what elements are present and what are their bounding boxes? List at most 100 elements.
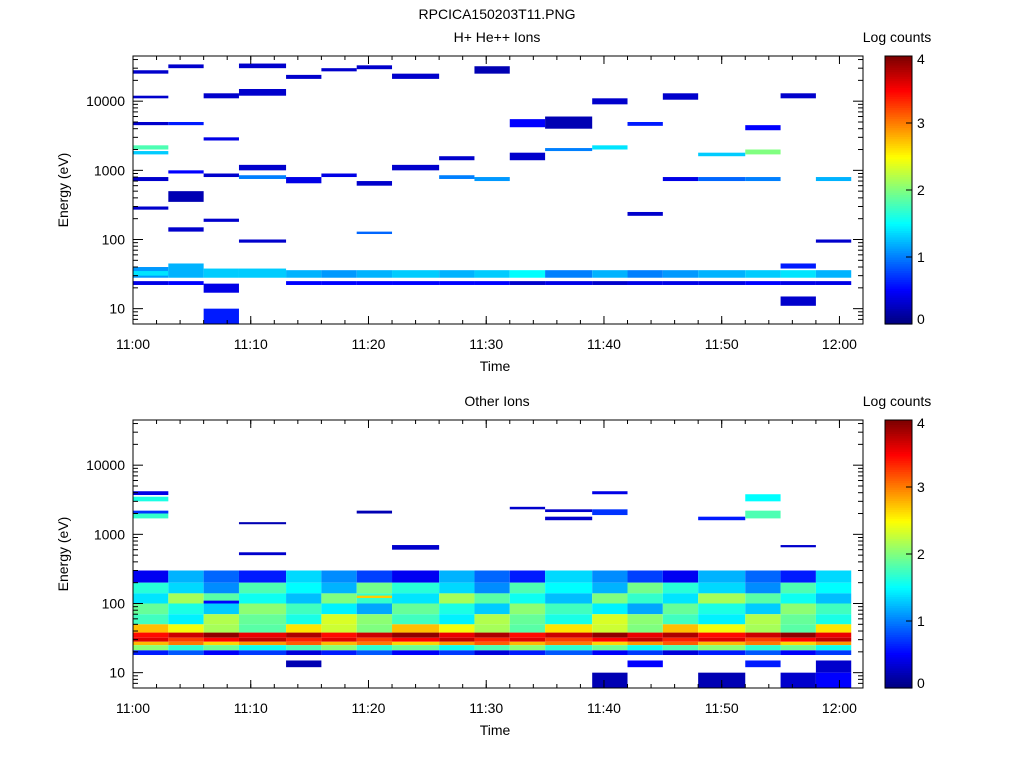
- colorbar-segment: [885, 431, 912, 434]
- colorbar-segment: [885, 672, 912, 676]
- colorbar-segment: [885, 272, 912, 276]
- heatmap-cell: [439, 641, 475, 646]
- figure-title: RPCICA150203T11.PNG: [419, 6, 576, 22]
- heatmap-cell: [745, 645, 781, 651]
- heatmap-cell: [698, 637, 746, 642]
- colorbar-segment: [885, 283, 912, 287]
- colorbar-segment: [885, 493, 912, 497]
- heatmap-cell: [356, 624, 393, 633]
- heatmap-cell: [133, 513, 169, 519]
- heatmap-cell: [627, 624, 663, 633]
- colorbar-segment: [885, 491, 912, 495]
- heatmap-cell: [815, 614, 852, 625]
- colorbar-segment: [885, 64, 912, 68]
- heatmap-cell: [321, 281, 357, 285]
- colorbar-segment: [885, 107, 912, 111]
- colorbar-segment: [885, 265, 912, 269]
- heatmap-cell: [509, 641, 546, 646]
- heatmap-cell: [356, 510, 393, 514]
- colorbar-segment: [885, 464, 912, 468]
- colorbar-segment: [885, 306, 912, 309]
- colorbar-segment: [885, 511, 912, 515]
- heatmap-cell: [168, 281, 204, 285]
- heatmap-cell: [627, 645, 663, 651]
- colorbar-segment: [885, 288, 912, 292]
- heatmap-cell: [321, 624, 357, 633]
- colorbar-segment: [885, 587, 912, 591]
- colorbar-segment: [885, 232, 912, 236]
- heatmap-cell: [745, 270, 781, 278]
- colorbar-segment: [885, 165, 912, 169]
- colorbar-segment: [885, 545, 912, 548]
- colorbar-segment: [885, 319, 912, 323]
- colorbar-segment: [885, 625, 912, 629]
- heatmap-cell: [592, 593, 628, 604]
- colorbar-segment: [885, 641, 912, 644]
- heatmap-cell: [627, 632, 663, 638]
- colorbar-segment: [885, 140, 912, 144]
- colorbar-segment: [885, 527, 912, 531]
- heatmap-cell: [238, 582, 287, 594]
- colorbar-segment: [885, 169, 912, 173]
- colorbar-segment: [885, 607, 912, 611]
- heatmap-cell: [780, 270, 816, 278]
- colorbar-segment: [885, 102, 912, 106]
- heatmap-cell: [815, 593, 852, 604]
- heatmap-cell: [698, 624, 746, 633]
- heatmap-cell: [474, 281, 510, 285]
- heatmap-cell: [780, 582, 816, 594]
- colorbar-segment: [885, 223, 912, 227]
- heatmap-cell: [238, 552, 287, 556]
- colorbar-tick-label: 2: [917, 182, 925, 198]
- colorbar-segment: [885, 457, 912, 461]
- heatmap-cell: [545, 516, 593, 521]
- colorbar-segment: [885, 303, 912, 307]
- heatmap-cell: [592, 637, 628, 642]
- x-tick-label: 11:00: [116, 700, 150, 716]
- colorbar-segment: [885, 567, 912, 571]
- heatmap-cell: [592, 614, 628, 625]
- colorbar-segment: [885, 105, 912, 108]
- heatmap-cell: [439, 582, 475, 594]
- heatmap-cell: [815, 645, 852, 651]
- heatmap-cell: [392, 624, 440, 633]
- colorbar-segment: [885, 612, 912, 615]
- heatmap-cell: [545, 593, 593, 604]
- colorbar-segment: [885, 518, 912, 522]
- heatmap-cell: [545, 637, 593, 642]
- heatmap-cell: [168, 624, 204, 633]
- colorbar-segment: [885, 600, 912, 604]
- heatmap-cell: [168, 64, 204, 69]
- heatmap-cell: [474, 641, 510, 646]
- colorbar-segment: [885, 131, 912, 135]
- colorbar-segment: [885, 533, 912, 537]
- colorbar-segment: [885, 73, 912, 77]
- x-tick-label: 11:30: [469, 336, 503, 352]
- heatmap-cell: [545, 509, 593, 513]
- colorbar-segment: [885, 62, 912, 66]
- heatmap-cell: [698, 593, 746, 604]
- colorbar-segment: [885, 207, 912, 211]
- heatmap-cell: [745, 637, 781, 642]
- heatmap-cell: [133, 121, 169, 126]
- heatmap-cell: [698, 281, 746, 285]
- heatmap-cell: [780, 545, 816, 548]
- colorbar-tick-label: 3: [917, 479, 925, 495]
- heatmap-cell: [203, 603, 239, 615]
- colorbar-tick-label: 4: [917, 51, 925, 67]
- colorbar-segment: [885, 596, 912, 600]
- heatmap-cell: [392, 164, 440, 171]
- heatmap-cell: [509, 270, 546, 278]
- heatmap-cell: [662, 614, 699, 625]
- heatmap-cell: [745, 593, 781, 604]
- colorbar-segment: [885, 487, 912, 490]
- heatmap-cell: [356, 582, 393, 594]
- heatmap-cell: [356, 614, 393, 625]
- y-tick-label: 10000: [86, 457, 125, 473]
- colorbar-segment: [885, 136, 912, 140]
- heatmap-cell: [133, 145, 169, 150]
- colorbar-segment: [885, 268, 912, 271]
- colorbar-segment: [885, 565, 912, 568]
- heatmap-cell: [592, 98, 628, 105]
- colorbar-segment: [885, 524, 912, 528]
